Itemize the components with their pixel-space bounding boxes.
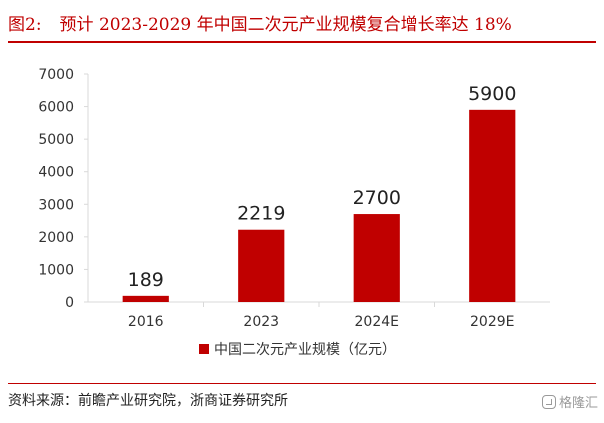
y-tick-label: 5000 (38, 132, 74, 148)
bar (469, 109, 516, 302)
bar (122, 295, 169, 302)
y-tick-label: 4000 (38, 165, 74, 181)
data-label: 5900 (468, 83, 516, 105)
figure-title-row: 图2: 预计 2023-2029 年中国二次元产业规模复合增长率达 18% (8, 10, 512, 35)
legend-label: 中国二次元产业规模（亿元） (214, 342, 396, 358)
y-tick-label: 6000 (38, 100, 74, 116)
bar-chart: 0 1000 2000 3000 4000 5000 6000 7000 189 2016 2219… (38, 67, 550, 358)
y-tick-label: 3000 (38, 197, 74, 213)
watermark-text: 格隆汇 (558, 396, 598, 411)
figure-number: 图2: (8, 15, 42, 35)
x-tick-label: 2029E (470, 314, 514, 330)
y-tick-label: 2000 (38, 230, 74, 246)
source-note: 资料来源：前瞻产业研究院，浙商证券研究所 (8, 393, 288, 409)
watermark: 格隆汇 (541, 392, 598, 411)
x-tick-label: 2024E (355, 314, 399, 330)
watermark-logo-icon (541, 394, 556, 409)
y-tick-label: 0 (65, 295, 74, 311)
legend-swatch (199, 344, 209, 354)
y-tick-label: 7000 (38, 67, 74, 83)
bar (353, 214, 400, 302)
title-divider (8, 41, 596, 43)
data-label: 2219 (237, 203, 285, 225)
x-tick-label: 2016 (128, 314, 164, 330)
y-tick-label: 1000 (38, 262, 74, 278)
data-label: 189 (128, 269, 164, 291)
source-divider (8, 383, 596, 384)
x-tick-label: 2023 (243, 314, 279, 330)
bar (238, 229, 285, 302)
figure-title: 预计 2023-2029 年中国二次元产业规模复合增长率达 18% (59, 15, 512, 35)
data-label: 2700 (353, 187, 401, 209)
